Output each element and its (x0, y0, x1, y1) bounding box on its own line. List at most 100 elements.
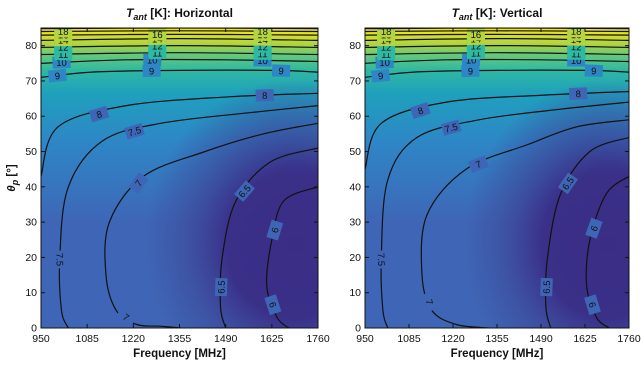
contour-label-bg (557, 172, 578, 195)
contour-label-bg (255, 89, 274, 102)
contour-line-6-5 (219, 147, 318, 328)
contour-line-7 (104, 122, 318, 328)
x-tick-label: 1760 (617, 333, 641, 345)
contour-label-bg (467, 155, 489, 174)
x-tick-label: 1085 (397, 333, 421, 345)
contour-label-bg (568, 87, 588, 100)
x-tick-label: 1625 (573, 333, 597, 345)
contour-line-12 (41, 44, 318, 48)
contour-label-bg (115, 307, 137, 328)
contour-line-10 (365, 58, 629, 64)
contour-label-text: 7.5 (127, 125, 143, 139)
x-tick-label: 1490 (214, 333, 238, 345)
contour-label-text: 10 (571, 56, 582, 67)
title-symbol: T (452, 6, 461, 20)
contour-label-18: 18 (253, 28, 272, 38)
contour-label-bg (264, 294, 282, 316)
contour-label-bg (584, 294, 601, 316)
contour-label-text: 16 (152, 30, 163, 41)
x-tick-label: 1220 (441, 333, 465, 345)
contour-label-9: 9 (461, 64, 480, 77)
contour-label-text: 14 (381, 36, 392, 47)
x-tick-label: 1355 (485, 333, 509, 345)
contour-label-text: 8 (575, 89, 581, 100)
contour-label-text: 10 (379, 58, 390, 69)
y-tick-label: 0 (355, 323, 361, 335)
contour-label-text: 6 (586, 301, 598, 309)
contour-label-7-5: 7.5 (440, 119, 462, 136)
contour-label-bg (421, 291, 438, 313)
contour-label-text: 12 (381, 43, 392, 54)
contour-label-text: 7 (423, 298, 435, 306)
y-tick-label: 20 (349, 252, 361, 264)
contour-label-text: 6 (270, 226, 282, 234)
contour-label-text: 8 (416, 106, 424, 118)
contour-label-7: 7 (128, 172, 149, 194)
y-tick-label: 80 (349, 40, 361, 52)
contour-label-18: 18 (377, 28, 396, 38)
contour-line-11 (41, 52, 318, 56)
contour-line-6 (265, 186, 318, 328)
contour-label-bg (142, 64, 161, 78)
x-tick-label: 950 (32, 333, 50, 345)
chart-title: Tant [K]: Vertical (452, 6, 543, 22)
contour-label-6: 6 (266, 219, 284, 241)
y-label-symbol: θ (6, 185, 18, 192)
contour-label-bg (585, 217, 603, 239)
contour-label-text: 9 (278, 66, 284, 77)
contour-label-text: 6 (266, 301, 278, 309)
title-subscript: ant (133, 12, 148, 22)
contour-label-text: 9 (54, 71, 60, 82)
contour-label-text: 10 (56, 58, 67, 69)
contour-label-9: 9 (371, 68, 391, 83)
contour-label-bg (88, 105, 110, 123)
y-tick-label: 10 (349, 287, 361, 299)
x-tick-label: 1220 (122, 333, 146, 345)
contour-label-7: 7 (115, 307, 137, 328)
contour-fill-low (365, 28, 629, 328)
contour-label-7: 7 (421, 291, 438, 313)
contour-label-text: 7.5 (375, 253, 386, 267)
contour-label-text: 14 (58, 36, 69, 47)
contour-line-7-5 (58, 105, 318, 328)
contour-label-bg (234, 180, 255, 202)
x-tick-label: 1355 (168, 333, 192, 345)
contour-label-text: 7.5 (444, 122, 460, 136)
contour-label-text: 10 (147, 55, 158, 66)
y-tick-label: 10 (25, 287, 37, 299)
contour-label-text: 12 (571, 42, 582, 53)
contour-label-text: 7 (474, 159, 483, 171)
contour-label-text: 10 (257, 56, 268, 67)
y-tick-label: 70 (349, 75, 361, 87)
y-tick-label: 60 (25, 111, 37, 123)
contour-label-text: 12 (257, 42, 268, 53)
contour-label-bg (271, 64, 291, 78)
contour-label-8: 8 (88, 105, 110, 123)
y-label-rest: [°] (6, 164, 18, 180)
y-tick-label: 70 (25, 75, 37, 87)
x-tick-label: 1625 (260, 333, 284, 345)
x-axis-label: Frequency [MHz] (451, 348, 544, 360)
contour-label-6: 6 (264, 294, 282, 316)
contour-label-bg (128, 172, 149, 194)
contour-label-7: 7 (467, 155, 489, 174)
contour-label-text: 11 (571, 49, 581, 60)
contour-line-6 (585, 175, 629, 328)
contour-label-6: 6 (584, 294, 601, 316)
contour-label-6-5: 6.5 (214, 277, 228, 297)
contour-label-text: 8 (95, 109, 103, 121)
contour-line-16 (365, 33, 629, 36)
chart-title: Tant [K]: Horizontal (126, 6, 233, 22)
contour-label-7-5: 7.5 (375, 250, 388, 269)
y-tick-label: 50 (349, 146, 361, 158)
contour-label-9: 9 (142, 64, 161, 78)
contour-line-14 (365, 37, 629, 41)
x-axis-label: Frequency [MHz] (133, 348, 226, 360)
title-symbol: T (126, 6, 135, 20)
contour-label-text: 8 (262, 91, 268, 102)
